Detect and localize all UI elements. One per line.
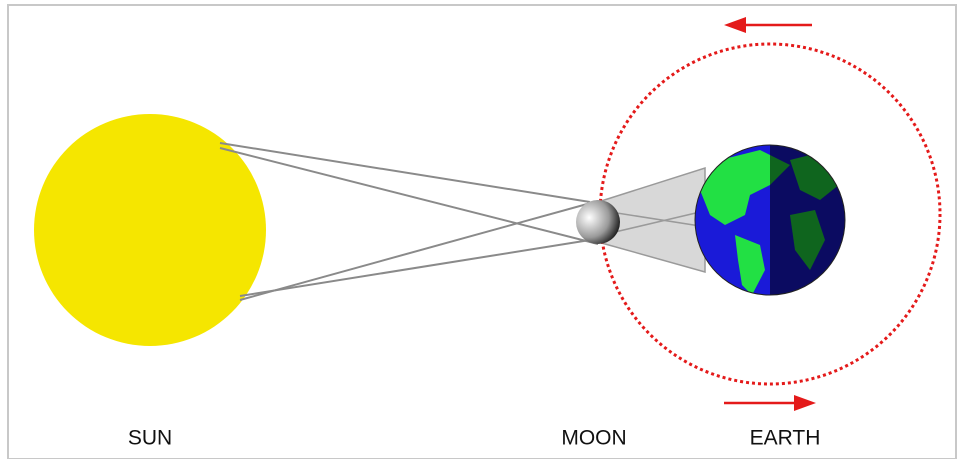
sun xyxy=(34,114,266,346)
sun-label: SUN xyxy=(128,427,172,450)
moon xyxy=(576,200,620,244)
moon-label: MOON xyxy=(561,427,626,450)
eclipse-diagram: SUN MOON EARTH xyxy=(0,0,962,459)
earth-label: EARTH xyxy=(750,427,821,450)
